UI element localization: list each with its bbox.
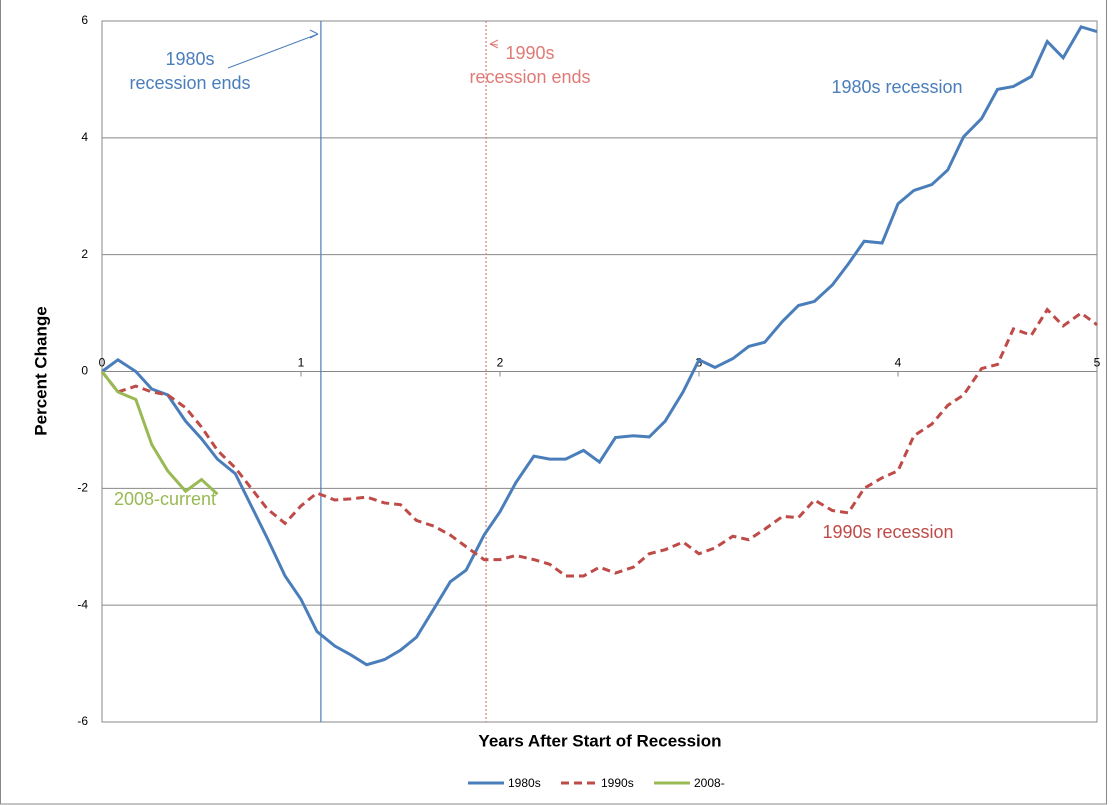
annotation-arrow: [227, 33, 319, 69]
series-line: [100, 307, 1098, 578]
x-tick-label: 0: [99, 356, 106, 370]
y-tick-label: -4: [77, 597, 88, 611]
annotation: recession ends: [469, 67, 590, 87]
legend-label: 1980s: [508, 776, 541, 790]
annotation: recession ends: [129, 73, 250, 93]
series-label: 1990s recession: [822, 522, 953, 542]
legend-label: 2008-: [694, 776, 725, 790]
y-tick-label: 0: [81, 364, 88, 378]
y-tick-label: 4: [81, 130, 88, 144]
annotation: 1990s: [505, 43, 554, 63]
y-tick-label: 6: [81, 13, 88, 27]
y-tick-label: -6: [77, 714, 88, 728]
x-tick-label: 5: [1094, 356, 1101, 370]
annotation: 1980s: [165, 49, 214, 69]
arrow-head: [309, 29, 319, 39]
series-label: 2008-current: [114, 489, 216, 509]
x-axis-title: Years After Start of Recession: [478, 731, 721, 750]
series-line: [100, 370, 219, 496]
arrow-head: [489, 39, 499, 49]
y-axis-title: Percent Change: [31, 306, 50, 435]
y-tick-label: -2: [77, 481, 88, 495]
x-tick-label: 4: [895, 356, 902, 370]
y-tick-label: 2: [81, 247, 88, 261]
series-line: [101, 25, 1098, 667]
series-label: 1980s recession: [831, 77, 962, 97]
x-tick-label: 1: [298, 356, 305, 370]
legend-label: 1990s: [601, 776, 634, 790]
x-tick-label: 2: [497, 356, 504, 370]
